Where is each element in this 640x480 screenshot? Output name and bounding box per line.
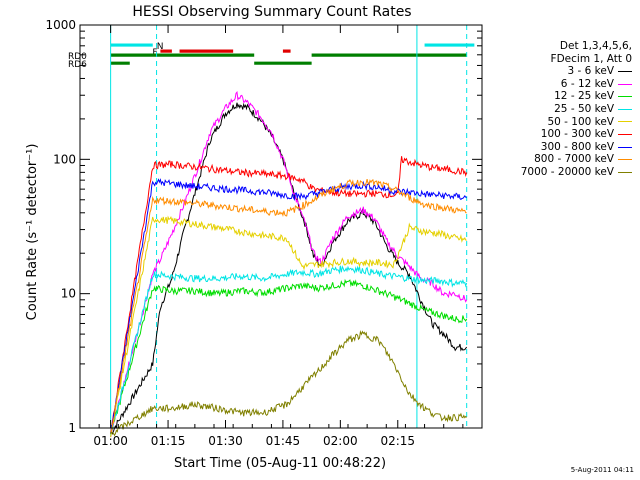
x-tick-label: 01:15 [151, 434, 186, 448]
series-line-50-100-kev [110, 215, 467, 438]
generated-timestamp: 5-Aug-2011 04:11 [570, 466, 634, 474]
legend-entry-7000-20000-kev: 7000 - 20000 keV [490, 166, 632, 179]
legend-entry-12-25-kev: 12 - 25 keV [490, 90, 632, 103]
legend-entry-3-6-kev: 3 - 6 keV [490, 65, 632, 78]
legend-entries: 3 - 6 keV 6 - 12 keV 12 - 25 keV 25 - 50 ke… [490, 65, 632, 178]
series-line-6-12-kev [110, 90, 468, 437]
legend-header-detectors: Det 1,3,4,5,6, [559, 40, 632, 52]
series-line-12-25-kev [110, 278, 468, 435]
series-lines [110, 90, 468, 438]
y-tick-label: 1 [68, 421, 76, 435]
y-axis-label: Count Rate (s⁻¹ detector⁻¹) [25, 144, 40, 321]
series-line-100-300-kev [110, 156, 468, 434]
y-tick-label: 1000 [45, 18, 76, 32]
axes: 01:00 01:15 01:30 01:45 02:00 02:15 1 10 100 1000 [45, 18, 483, 448]
legend-label: 6 - 12 keV [560, 77, 614, 90]
plot-frame [79, 24, 483, 429]
legend-header-attenuator: FDecim 1, Att 0 [550, 52, 632, 65]
band-label-rd6: RD6 [68, 60, 87, 70]
y-tick-label: 100 [53, 152, 76, 166]
legend-swatch [618, 83, 632, 85]
legend-label: 50 - 100 keV [547, 115, 614, 128]
legend-swatch [618, 133, 632, 135]
legend-swatch [618, 171, 632, 173]
x-tick-label: 02:15 [380, 434, 415, 448]
band-label-f: F [152, 48, 157, 58]
legend-label: 25 - 50 keV [554, 102, 614, 115]
legend-label: 800 - 7000 keV [534, 153, 614, 166]
series-line-800-7000-kev [110, 178, 467, 433]
legend-swatch [618, 146, 632, 148]
x-tick-label: 01:45 [266, 434, 301, 448]
x-tick-label: 01:30 [208, 434, 243, 448]
band-label-rd0: RD0 [68, 52, 87, 62]
legend-entry-100-300-kev: 100 - 300 keV [490, 128, 632, 141]
x-axis-label: Start Time (05-Aug-11 00:48:22) [174, 456, 386, 471]
legend-swatch [618, 121, 632, 123]
legend-swatch [618, 159, 632, 161]
series-line-7000-20000-kev [110, 330, 468, 437]
y-tick-label: 10 [61, 287, 76, 301]
legend-label: 7000 - 20000 keV [520, 165, 614, 178]
legend: Det 1,3,4,5,6, FDecim 1, Att 0 3 - 6 keV… [490, 40, 632, 179]
legend-entry-50-100-kev: 50 - 100 keV [490, 116, 632, 129]
chart-title: HESSI Observing Summary Count Rates [132, 4, 411, 20]
series-line-300-800-kev [110, 178, 467, 434]
band-label-n: N [157, 42, 164, 52]
legend-label: 100 - 300 keV [540, 128, 614, 141]
x-tick-label: 01:00 [93, 434, 128, 448]
legend-entry-300-800-kev: 300 - 800 keV [490, 141, 632, 154]
legend-label: 300 - 800 keV [540, 140, 614, 153]
series-line-25-50-kev [110, 265, 468, 437]
time-markers [110, 25, 468, 428]
legend-swatch [618, 108, 632, 110]
legend-label: 3 - 6 keV [567, 65, 614, 78]
legend-swatch [618, 70, 632, 72]
legend-label: 12 - 25 keV [554, 90, 614, 103]
x-tick-label: 02:00 [323, 434, 358, 448]
legend-entry-800-7000-kev: 800 - 7000 keV [490, 153, 632, 166]
legend-entry-25-50-kev: 25 - 50 keV [490, 103, 632, 116]
legend-entry-6-12-kev: 6 - 12 keV [490, 78, 632, 91]
legend-swatch [618, 96, 632, 98]
